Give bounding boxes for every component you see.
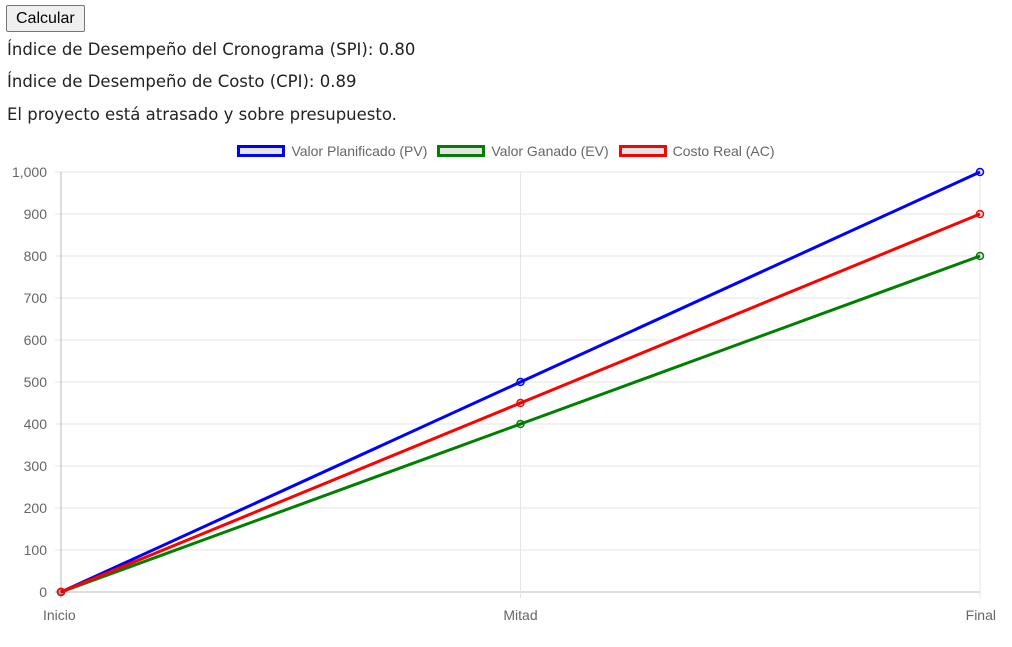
cpi-result: Índice de Desempeño de Costo (CPI): 0.89 [7,72,357,91]
y-tick-label: 500 [24,374,48,390]
x-tick-label: Final [966,607,996,623]
data-point [516,398,525,408]
legend-swatch-ev [437,145,486,157]
line-chart: 0 100 200 300 400 500 600 700 800 900 1,000 Inicio M… [12,164,996,623]
data-point [516,419,525,429]
legend-label-pv: Valor Planificado (PV) [291,143,428,159]
y-tick-label: 900 [24,206,48,222]
series-line-0 [60,170,981,594]
data-point [516,377,525,387]
y-tick-label: 200 [24,500,48,516]
data-point [975,251,985,261]
chart-legend: Valor Planificado (PV) Valor Ganado (EV)… [0,142,1012,160]
series-line-2 [60,212,981,594]
legend-item-ac[interactable]: Costo Real (AC) [618,142,775,160]
legend-swatch-ac [618,145,667,157]
series-line-1 [60,254,981,594]
x-tick-label: Mitad [503,607,537,623]
legend-swatch-pv [237,145,286,157]
y-tick-label: 600 [24,332,48,348]
project-status: El proyecto está atrasado y sobre presup… [7,105,397,124]
y-tick-label: 0 [39,584,47,600]
data-point [975,209,985,219]
legend-label-ac: Costo Real (AC) [672,143,775,159]
y-tick-label: 100 [24,542,48,558]
calculate-button[interactable]: Calcular [6,5,85,32]
y-tick-label: 800 [24,248,48,264]
data-point [975,167,985,177]
y-tick-label: 1,000 [12,164,47,180]
y-tick-label: 300 [24,458,48,474]
y-tick-label: 700 [24,290,48,306]
x-tick-label: Inicio [43,607,76,623]
legend-label-ev: Valor Ganado (EV) [491,143,609,159]
spi-result: Índice de Desempeño del Cronograma (SPI)… [7,40,416,59]
data-point [56,587,66,597]
legend-item-ev[interactable]: Valor Ganado (EV) [437,142,609,160]
y-tick-label: 400 [24,416,48,432]
legend-item-pv[interactable]: Valor Planificado (PV) [237,142,427,160]
